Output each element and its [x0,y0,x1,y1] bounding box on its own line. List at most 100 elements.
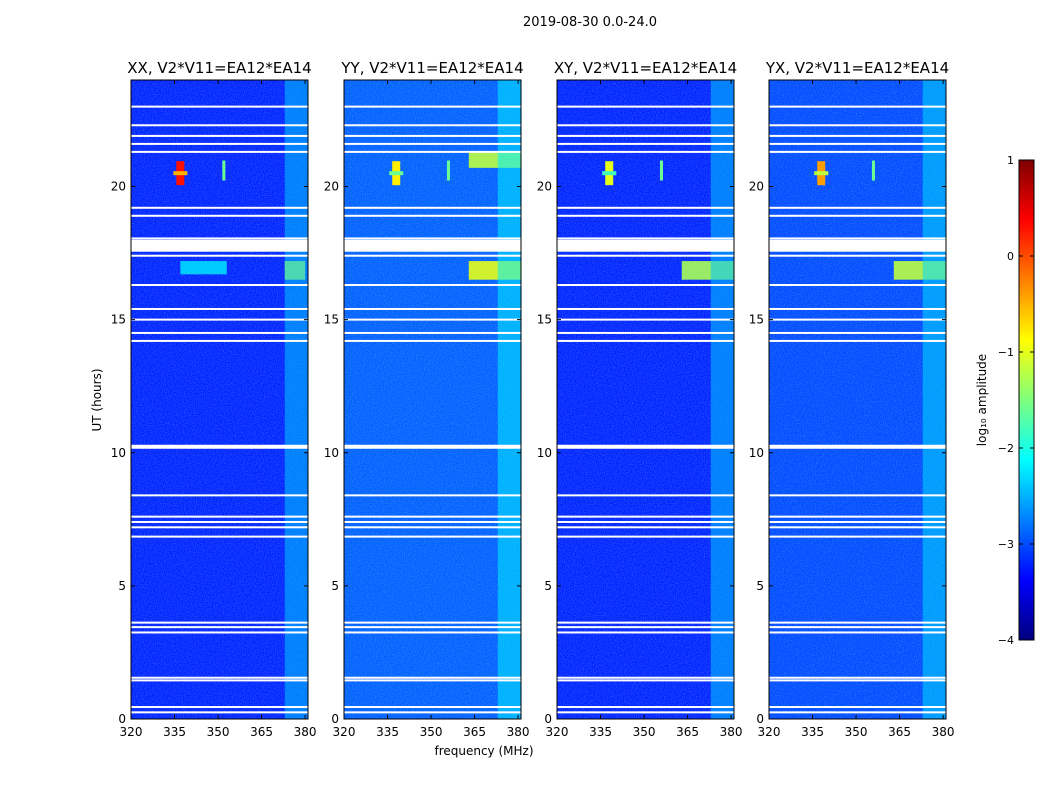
flagged-row [131,621,308,624]
flagged-row [131,150,308,153]
flagged-gap [131,239,308,252]
flagged-row [344,526,521,529]
x-tick-label: 350 [633,725,656,739]
flagged-row [769,134,946,137]
flagged-row [557,676,734,679]
flagged-row [131,679,308,682]
x-tick-label: 350 [207,725,230,739]
colorbar-tick-label: −2 [998,442,1014,455]
flagged-row [131,676,308,679]
colorbar-tick-label: −1 [998,346,1014,359]
flagged-row [557,631,734,634]
x-tick-label: 320 [546,725,569,739]
flagged-row [344,134,521,137]
heatmap-noise [131,80,308,719]
flagged-row [344,206,521,209]
flagged-row [344,679,521,682]
rfi-burst-halo [389,171,404,176]
flagged-row [131,331,308,334]
flagged-gap [557,444,734,449]
y-tick-label: 0 [756,712,764,726]
rfi-line [659,160,663,181]
y-tick-label: 10 [324,446,339,460]
flagged-row [769,237,946,240]
y-tick-label: 15 [537,313,552,327]
flagged-row [769,150,946,153]
flagged-row [557,339,734,342]
x-tick-label: 335 [589,725,612,739]
flagged-row [769,142,946,145]
colorbar-gradient [1018,159,1035,641]
flagged-row [557,105,734,108]
y-tick-label: 20 [749,180,764,194]
flagged-gap [769,239,946,252]
y-tick-label: 20 [537,180,552,194]
panel-title: YX, V2*V11=EA12*EA14 [765,59,949,77]
y-tick-label: 0 [118,712,126,726]
flagged-row [557,124,734,127]
flagged-row [769,535,946,538]
x-tick-label: 380 [720,725,743,739]
panel-yx: YX, V2*V11=EA12*EA14 320 335 350 365 380 0 5 10 1… [749,59,955,739]
y-tick-label: 15 [324,313,339,327]
y-tick-label: 5 [544,579,552,593]
colorbar-label: log₁₀ amplitude [975,354,989,446]
flagged-row [131,520,308,523]
flagged-row [769,206,946,209]
flagged-row [131,631,308,634]
colorbar-tick-label: 1 [1007,154,1014,167]
flagged-row [769,526,946,529]
flagged-row [131,494,308,497]
flagged-row [344,494,521,497]
flagged-row [769,339,946,342]
flagged-row [344,150,521,153]
colorbar-ticks: −4 −3 −2 −1 0 1 [998,154,1034,647]
x-tick-label: 320 [120,725,143,739]
flagged-row [344,706,521,709]
flagged-row [557,206,734,209]
flagged-row [131,254,308,257]
flagged-row [557,318,734,321]
flagged-row [131,237,308,240]
flagged-row [557,284,734,287]
flagged-row [769,621,946,624]
flagged-row [557,679,734,682]
x-tick-label: 320 [333,725,356,739]
flagged-row [344,626,521,629]
x-tick-label: 365 [250,725,273,739]
x-tick-label: 350 [845,725,868,739]
flagged-row [557,526,734,529]
x-tick-label: 320 [758,725,781,739]
flagged-row [557,520,734,523]
x-tick-label: 335 [801,725,824,739]
flagged-row [769,515,946,518]
flagged-gap [557,239,734,252]
flagged-row [131,142,308,145]
flagged-row [344,142,521,145]
y-tick-label: 0 [544,712,552,726]
flagged-row [557,711,734,714]
flagged-row [131,307,308,310]
panel-yy: YY, V2*V11=EA12*EA14 320 335 350 365 380 0 5 10 1… [324,59,530,739]
figure-title: 2019-08-30 0.0-24.0 [523,15,657,30]
y-tick-label: 5 [756,579,764,593]
flagged-row [344,214,521,217]
flagged-row [769,706,946,709]
flagged-row [344,515,521,518]
x-tick-label: 335 [376,725,399,739]
flagged-row [131,526,308,529]
x-tick-label: 365 [888,725,911,739]
y-tick-label: 20 [324,180,339,194]
flagged-row [131,339,308,342]
heatmap-noise [769,80,946,719]
flagged-row [344,105,521,108]
colorbar-tick-label: −4 [998,634,1014,647]
flagged-row [344,520,521,523]
flagged-row [344,711,521,714]
y-tick-label: 10 [111,446,126,460]
flagged-row [131,318,308,321]
panel-xy: XY, V2*V11=EA12*EA14 320 335 350 365 380 0 5 10 1… [537,59,743,739]
flagged-row [131,214,308,217]
flagged-row [557,621,734,624]
